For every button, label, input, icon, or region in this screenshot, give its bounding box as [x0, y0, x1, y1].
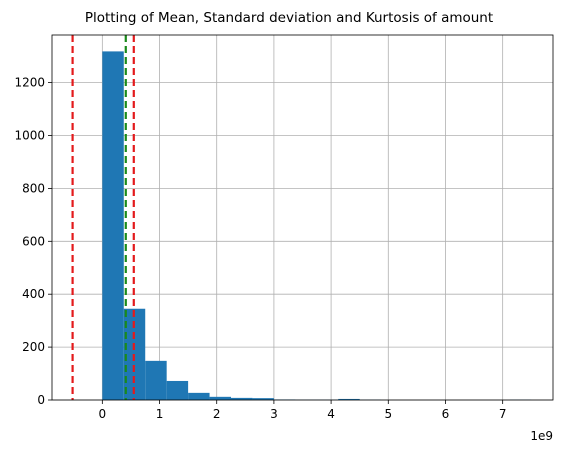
y-tick-label-6: 1200: [14, 76, 45, 90]
x-tick-label-1: 1: [156, 407, 164, 421]
reference-lines-layer: [71, 35, 135, 400]
bars-layer: [102, 51, 532, 400]
y-tick-label-2: 400: [22, 287, 45, 301]
x-offset-label: 1e9: [530, 429, 553, 443]
histogram-bar-7: [252, 398, 274, 400]
y-axis-ticks: 0 200 400 600 800 1000 1200: [14, 76, 52, 407]
x-tick-label-3: 3: [270, 407, 278, 421]
plot-frame: [51, 34, 554, 401]
y-tick-label-1: 200: [22, 340, 45, 354]
y-tick-label-0: 0: [37, 393, 45, 407]
x-tick-label-5: 5: [384, 407, 392, 421]
x-tick-label-4: 4: [327, 407, 335, 421]
histogram-bar-4: [188, 392, 210, 400]
x-axis-ticks: 0 1 2 3 4 5 6 7: [99, 400, 507, 421]
histogram-bar-3: [166, 380, 189, 400]
chart-title: Plotting of Mean, Standard deviation and…: [85, 10, 493, 26]
y-tick-label-5: 1000: [14, 129, 45, 143]
histogram-bar-6: [231, 397, 253, 400]
x-tick-label-7: 7: [499, 407, 507, 421]
histogram-bar-0: [102, 51, 124, 400]
y-tick-label-4: 800: [22, 181, 45, 195]
x-tick-label-0: 0: [99, 407, 107, 421]
histogram-bar-5: [209, 396, 232, 400]
y-tick-label-3: 600: [22, 234, 45, 248]
histogram-bar-11: [338, 398, 360, 400]
histogram-bar-2: [145, 360, 167, 400]
grid-layer: [52, 35, 553, 401]
x-tick-label-2: 2: [213, 407, 221, 421]
x-tick-label-6: 6: [442, 407, 450, 421]
